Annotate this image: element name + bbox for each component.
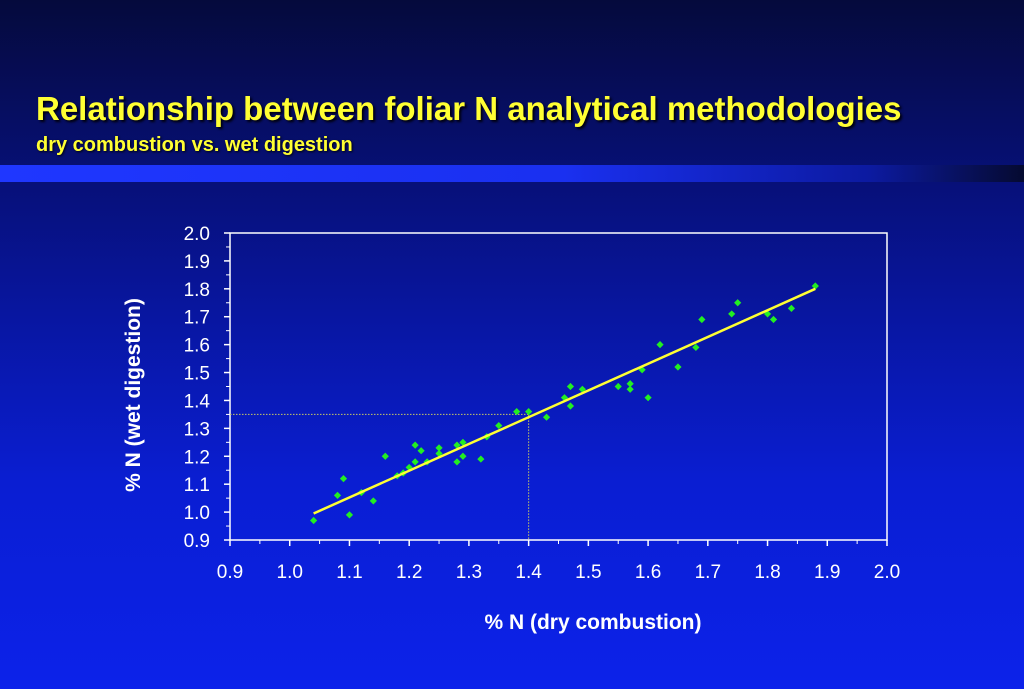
guide-lines: [230, 413, 530, 540]
decorative-band: [0, 165, 1024, 182]
data-point: [333, 491, 342, 499]
y-tick-label: 1.7: [184, 308, 210, 329]
data-point: [411, 441, 419, 449]
data-point: [542, 413, 551, 421]
slide-subtitle: dry combustion vs. wet digestion: [36, 134, 353, 156]
data-point: [626, 380, 634, 388]
y-tick-label: 1.0: [184, 503, 210, 524]
x-tick-label: 1.2: [396, 562, 422, 583]
data-point: [411, 458, 419, 466]
data-point: [310, 516, 318, 525]
data-point: [525, 408, 533, 416]
fit-line-group: [313, 287, 816, 515]
y-tick-label: 0.9: [184, 531, 210, 552]
x-tick-label: 1.0: [277, 562, 303, 583]
y-tick-label: 1.1: [184, 475, 210, 496]
plot-frame: [229, 232, 888, 541]
data-point: [560, 394, 569, 402]
data-point: [339, 475, 348, 483]
x-tick-label: 0.9: [217, 562, 243, 583]
data-point: [459, 452, 467, 460]
data-point: [345, 511, 354, 519]
data-point: [692, 343, 700, 352]
y-ticks: 0.9 1.0 1.1 1.2 1.3 1.4 1.5 1.6 1.7 1.8 1.9 2.0: [184, 224, 230, 552]
x-ticks: 0.9 1.0 1.1 1.2 1.3 1.4 1.5 1.6 1.7 1.8 1.9 2.0: [217, 540, 900, 583]
data-point: [734, 299, 742, 307]
y-tick-label: 1.4: [184, 391, 211, 412]
x-tick-label: 1.6: [635, 562, 661, 583]
data-point: [477, 455, 485, 463]
data-point: [638, 366, 646, 374]
data-point: [728, 310, 736, 318]
x-tick-label: 2.0: [874, 562, 900, 583]
x-tick-label: 1.9: [814, 562, 840, 583]
data-point: [811, 282, 819, 290]
y-tick-label: 1.8: [184, 280, 210, 301]
data-point: [763, 310, 772, 318]
data-points: [310, 282, 819, 525]
data-point: [674, 363, 682, 371]
x-tick-label: 1.3: [456, 562, 482, 583]
data-point: [698, 315, 706, 324]
x-tick-label: 1.7: [695, 562, 721, 583]
data-point: [453, 441, 461, 449]
data-point: [453, 458, 461, 466]
data-point: [656, 341, 664, 349]
data-point: [614, 382, 622, 391]
data-point: [513, 408, 521, 416]
x-tick-label: 1.1: [336, 562, 362, 583]
data-point: [381, 452, 389, 460]
data-point: [435, 444, 443, 452]
data-point: [644, 394, 652, 402]
y-tick-label: 1.9: [184, 252, 210, 273]
data-point: [626, 385, 634, 393]
y-tick-label: 1.2: [184, 447, 210, 468]
data-point: [417, 447, 425, 455]
y-tick-label: 1.3: [184, 419, 210, 440]
data-point: [566, 402, 575, 410]
data-point: [769, 315, 778, 324]
data-point: [369, 497, 377, 505]
y-tick-label: 1.5: [184, 364, 210, 385]
regression-line: [313, 287, 816, 515]
data-point: [495, 421, 503, 430]
y-axis-title: % N (wet digestion): [122, 298, 145, 492]
x-tick-label: 1.8: [754, 562, 780, 583]
x-axis-title: % N (dry combustion): [484, 611, 701, 634]
slide-title: Relationship between foliar N analytical…: [36, 90, 902, 127]
data-point: [787, 304, 796, 312]
y-tick-label: 1.6: [184, 336, 210, 357]
plot-area-border: [229, 232, 888, 541]
x-tick-label: 1.5: [575, 562, 601, 583]
x-tick-label: 1.4: [515, 562, 542, 583]
y-tick-label: 2.0: [184, 224, 210, 245]
data-point: [566, 382, 575, 391]
data-point: [459, 438, 467, 446]
